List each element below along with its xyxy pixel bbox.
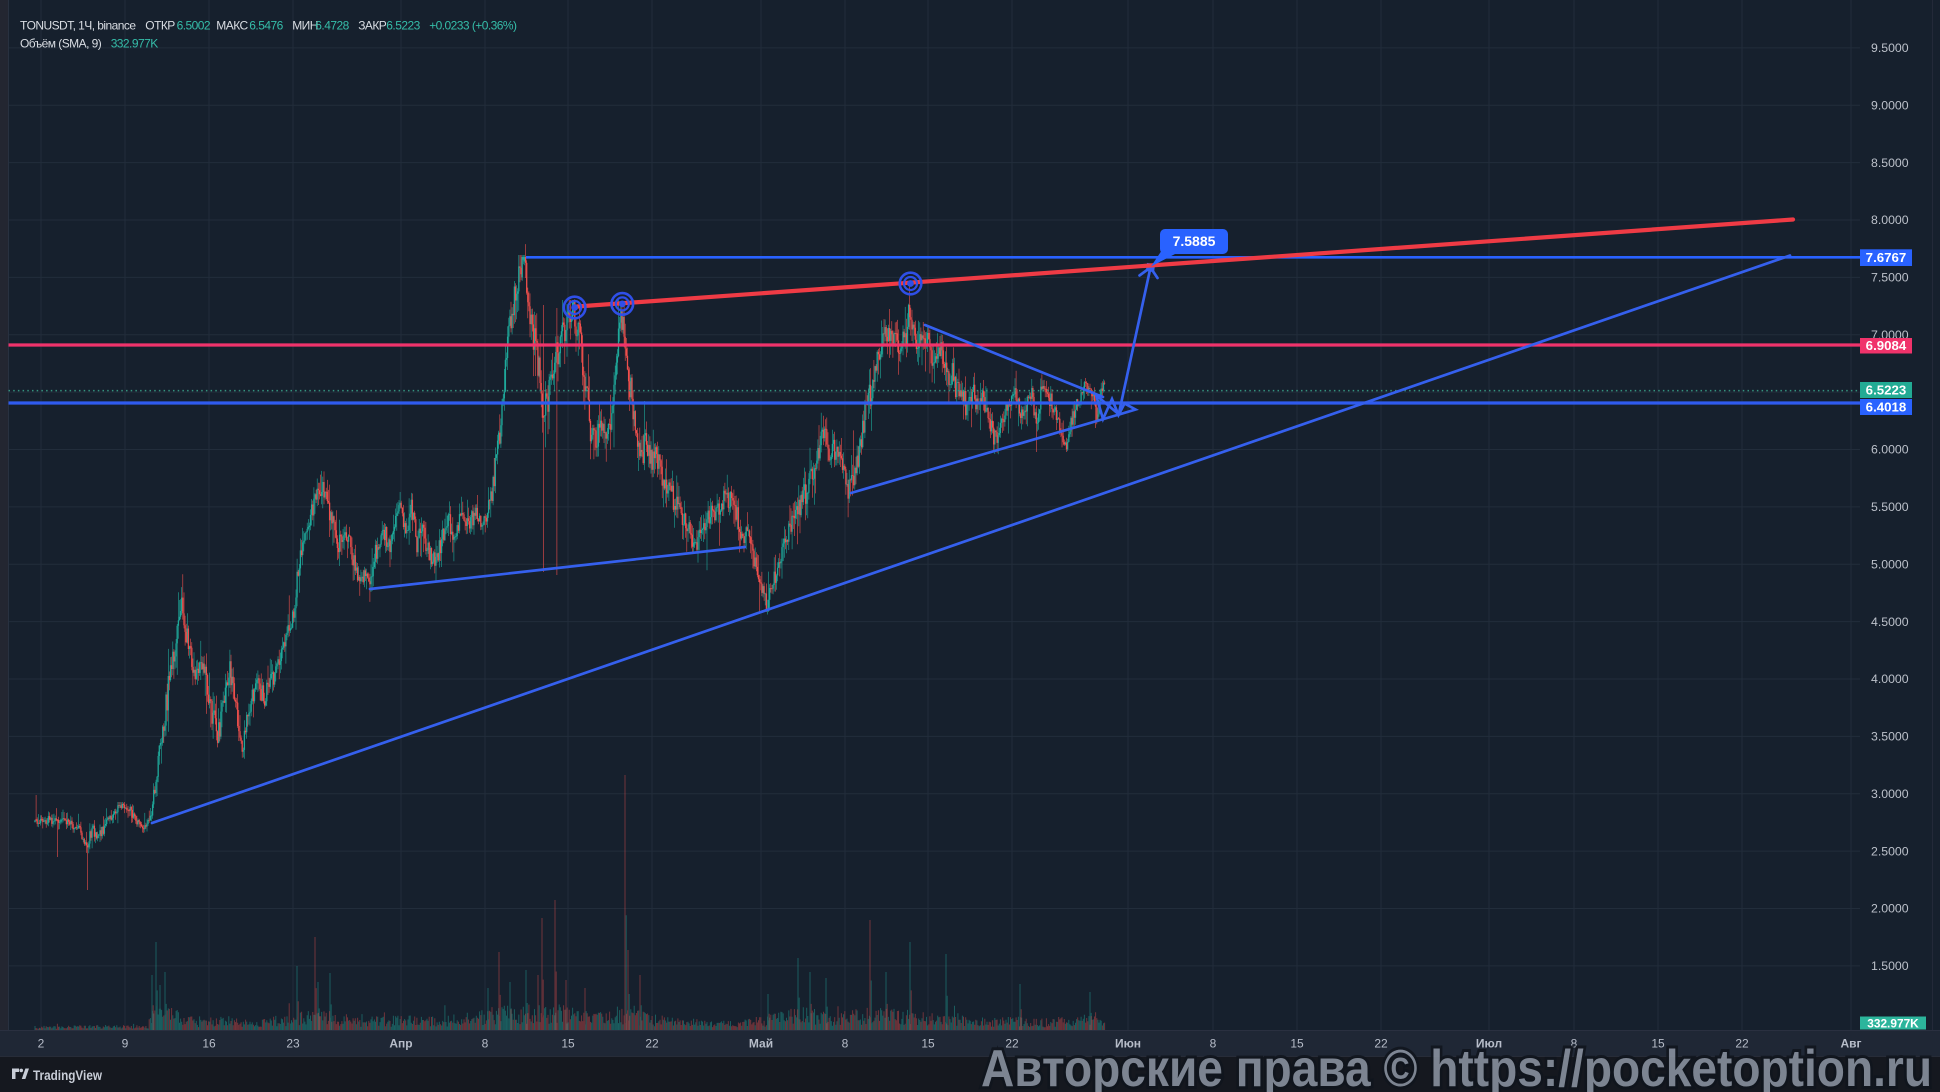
svg-text:6.9084: 6.9084 bbox=[1866, 339, 1907, 353]
svg-text:8.5000: 8.5000 bbox=[1871, 156, 1909, 170]
svg-text:6.4018: 6.4018 bbox=[1866, 400, 1907, 414]
svg-text:TONUSDT, 1Ч, binance: TONUSDT, 1Ч, binance bbox=[20, 19, 136, 33]
svg-text:4.0000: 4.0000 bbox=[1871, 672, 1909, 686]
svg-text:ЗАКР: ЗАКР bbox=[358, 19, 387, 33]
svg-text:8.0000: 8.0000 bbox=[1871, 213, 1909, 227]
svg-text:Авторские права © https://pock: Авторские права © https://pocketoption.r… bbox=[981, 1040, 1932, 1092]
svg-text:23: 23 bbox=[286, 1037, 300, 1051]
svg-text:6.5223: 6.5223 bbox=[1866, 383, 1907, 397]
svg-text:3.0000: 3.0000 bbox=[1871, 787, 1909, 801]
svg-text:5.0000: 5.0000 bbox=[1871, 558, 1909, 572]
svg-text:15: 15 bbox=[1651, 1037, 1665, 1051]
svg-text:Май: Май bbox=[749, 1037, 773, 1051]
svg-text:6.0000: 6.0000 bbox=[1871, 443, 1909, 457]
svg-text:7.6767: 7.6767 bbox=[1866, 251, 1907, 265]
svg-text:2.5000: 2.5000 bbox=[1871, 844, 1909, 858]
svg-text:9.5000: 9.5000 bbox=[1871, 41, 1909, 55]
svg-text:7.5000: 7.5000 bbox=[1871, 271, 1909, 285]
svg-text:6.4728: 6.4728 bbox=[315, 19, 349, 33]
svg-text:6.5002: 6.5002 bbox=[177, 19, 211, 33]
svg-text:Апр: Апр bbox=[389, 1037, 412, 1051]
svg-text:332.977K: 332.977K bbox=[1867, 1018, 1919, 1030]
svg-text:7.5885: 7.5885 bbox=[1173, 233, 1216, 249]
svg-text:МАКС: МАКС bbox=[216, 19, 248, 33]
svg-text:МИН: МИН bbox=[292, 19, 318, 33]
svg-text:9: 9 bbox=[122, 1037, 129, 1051]
svg-text:6.5476: 6.5476 bbox=[249, 19, 283, 33]
svg-text:22: 22 bbox=[1005, 1037, 1019, 1051]
svg-text:Июн: Июн bbox=[1115, 1037, 1141, 1051]
svg-text:22: 22 bbox=[1735, 1037, 1749, 1051]
svg-text:ОТКР: ОТКР bbox=[145, 19, 175, 33]
svg-text:+0.0233 (+0.36%): +0.0233 (+0.36%) bbox=[429, 19, 517, 33]
svg-text:2.0000: 2.0000 bbox=[1871, 902, 1909, 916]
svg-text:22: 22 bbox=[645, 1037, 659, 1051]
svg-text:9.0000: 9.0000 bbox=[1871, 99, 1909, 113]
svg-text:Авг: Авг bbox=[1840, 1037, 1861, 1051]
svg-text:TradingView: TradingView bbox=[33, 1068, 102, 1083]
svg-text:Июл: Июл bbox=[1476, 1037, 1502, 1051]
svg-text:15: 15 bbox=[561, 1037, 575, 1051]
svg-text:8: 8 bbox=[1210, 1037, 1217, 1051]
svg-text:3.5000: 3.5000 bbox=[1871, 730, 1909, 744]
svg-text:5.5000: 5.5000 bbox=[1871, 500, 1909, 514]
svg-text:4.5000: 4.5000 bbox=[1871, 615, 1909, 629]
svg-text:2: 2 bbox=[38, 1037, 45, 1051]
svg-text:332.977K: 332.977K bbox=[111, 37, 159, 51]
svg-text:15: 15 bbox=[1290, 1037, 1304, 1051]
svg-text:15: 15 bbox=[921, 1037, 935, 1051]
svg-text:6.5223: 6.5223 bbox=[386, 19, 420, 33]
svg-text:8: 8 bbox=[1571, 1037, 1578, 1051]
svg-text:16: 16 bbox=[202, 1037, 216, 1051]
svg-text:Объём (SMA, 9): Объём (SMA, 9) bbox=[20, 37, 102, 51]
svg-text:8: 8 bbox=[842, 1037, 849, 1051]
svg-text:22: 22 bbox=[1374, 1037, 1388, 1051]
svg-text:8: 8 bbox=[482, 1037, 489, 1051]
svg-text:1.5000: 1.5000 bbox=[1871, 959, 1909, 973]
